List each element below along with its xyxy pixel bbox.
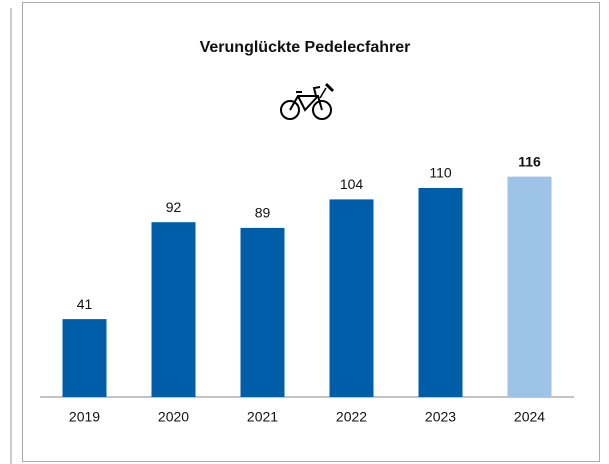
value-label: 104 bbox=[340, 176, 364, 192]
frame bbox=[22, 2, 600, 462]
bar bbox=[62, 319, 107, 397]
value-label: 116 bbox=[518, 153, 541, 169]
bar bbox=[329, 199, 374, 397]
x-tick-label: 2019 bbox=[69, 409, 100, 425]
value-label: 41 bbox=[77, 296, 93, 312]
bar bbox=[151, 222, 196, 397]
bicycle-icon bbox=[280, 82, 335, 120]
value-label: 110 bbox=[429, 165, 452, 181]
value-label: 89 bbox=[255, 205, 271, 221]
x-tick-label: 2024 bbox=[514, 409, 545, 425]
x-tick-label: 2020 bbox=[158, 409, 189, 425]
x-tick-label: 2023 bbox=[425, 409, 456, 425]
value-label: 92 bbox=[166, 199, 182, 215]
chart-title: Verunglückte Pedelecfahrer bbox=[200, 39, 411, 56]
bar bbox=[507, 176, 552, 397]
x-tick-label: 2022 bbox=[336, 409, 367, 425]
bar bbox=[418, 188, 463, 397]
bar bbox=[240, 227, 285, 397]
x-tick-label: 2021 bbox=[247, 409, 278, 425]
